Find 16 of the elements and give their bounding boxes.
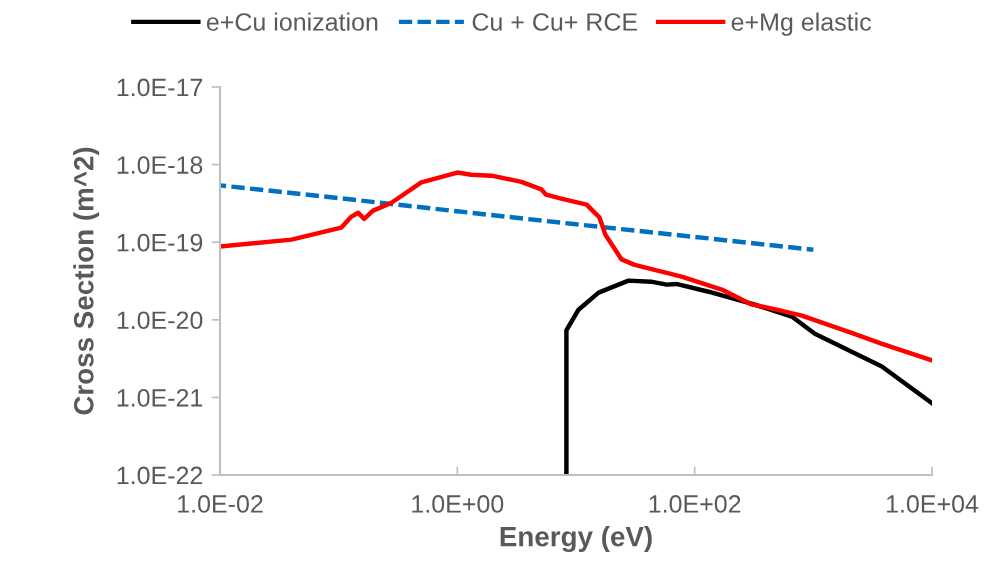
x-axis-title: Energy (eV) [500,526,652,553]
y-tick-label: 1.0E-18 [117,156,203,174]
y-tick-label: 1.0E-20 [117,311,203,330]
y-tick-label: 1.0E-17 [117,78,203,97]
x-tick-label: 1.0E+02 [649,495,741,513]
y-tick-label: 1.0E-21 [117,389,203,407]
line-series [220,183,816,252]
legend-label: e+Cu ionization [206,12,378,31]
legend-label: e+Mg elastic [731,12,871,36]
y-axis-title: Cross Section (m^2) [73,147,100,415]
y-tick-label: 1.0E-22 [117,466,203,485]
x-tick-label: 1.0E-02 [178,495,263,513]
y-tick-label: 1.0E-19 [117,233,203,252]
x-tick-label: 1.0E+00 [412,495,504,513]
x-tick-label: 1.0E+04 [886,495,979,513]
legend-label: Cu + Cu+ RCE [472,13,638,31]
